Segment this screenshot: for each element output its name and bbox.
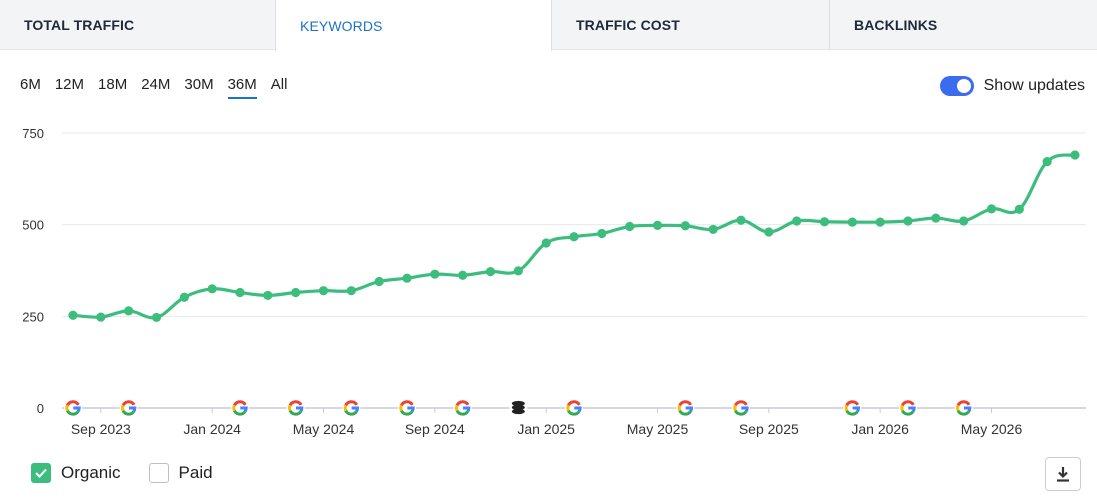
google-update-icon[interactable] <box>565 399 583 417</box>
data-point <box>374 276 384 287</box>
show-updates-label: Show updates <box>983 77 1085 94</box>
data-point <box>179 292 189 302</box>
download-button[interactable] <box>1045 457 1081 491</box>
google-update-icon[interactable] <box>286 399 305 417</box>
download-icon <box>1057 467 1069 482</box>
x-tick-label: Sep 2024 <box>405 421 465 437</box>
data-point <box>430 269 440 279</box>
data-point <box>402 273 412 283</box>
keywords-line-chart: 0 250 500 750 Sep 2023 Jan 2024 May 2024 Sep 20… <box>22 126 1086 437</box>
data-point <box>986 204 997 214</box>
google-update-icon[interactable] <box>899 399 917 417</box>
google-update-icon[interactable] <box>843 399 862 417</box>
data-point <box>875 217 885 227</box>
google-update-icon[interactable] <box>732 399 750 417</box>
y-tick-label: 500 <box>22 218 44 233</box>
range-36m[interactable]: 36M <box>227 76 257 99</box>
paid-checkbox[interactable] <box>148 463 169 483</box>
range-24m[interactable]: 24M <box>141 76 171 93</box>
google-update-icon[interactable] <box>954 399 973 417</box>
data-point <box>708 224 718 235</box>
metric-tabs: TOTAL TRAFFIC KEYWORDS TRAFFIC COST BACK… <box>0 0 1097 51</box>
check-icon <box>35 468 47 478</box>
x-tick-label: May 2026 <box>961 421 1023 437</box>
x-tick-label: Jan 2025 <box>517 421 575 437</box>
x-tick-label: May 2025 <box>627 421 689 437</box>
data-point <box>1014 204 1024 214</box>
organic-checkbox[interactable] <box>31 463 51 483</box>
data-point <box>1070 150 1080 160</box>
range-all[interactable]: All <box>270 76 288 93</box>
google-update-icon[interactable] <box>64 399 82 417</box>
data-point <box>124 306 134 316</box>
data-point <box>764 227 774 237</box>
data-point <box>569 232 579 242</box>
x-tick-label: Jan 2026 <box>851 421 909 437</box>
google-update-icon[interactable] <box>119 399 138 417</box>
tab-label: KEYWORDS <box>300 17 383 34</box>
y-tick-label: 750 <box>22 126 44 141</box>
data-point <box>96 312 106 322</box>
data-point <box>819 217 830 227</box>
data-point <box>625 221 635 232</box>
tab-total-traffic[interactable]: TOTAL TRAFFIC <box>0 0 275 50</box>
x-tick-label: Sep 2025 <box>739 421 799 437</box>
x-tick-label: May 2024 <box>293 421 355 437</box>
data-point <box>458 270 468 280</box>
chart-legend: Organic Paid <box>31 463 241 483</box>
x-tick-label: Jan 2024 <box>183 421 241 437</box>
data-point <box>318 286 329 296</box>
tab-keywords[interactable]: KEYWORDS <box>275 0 552 51</box>
range-selector: 6M 12M 18M 24M 30M 36M All <box>20 76 301 99</box>
range-30m[interactable]: 30M <box>184 76 214 93</box>
range-6m[interactable]: 6M <box>20 76 41 93</box>
data-point <box>903 216 913 226</box>
data-point <box>680 221 690 231</box>
tab-traffic-cost[interactable]: TRAFFIC COST <box>552 0 829 50</box>
tab-label: BACKLINKS <box>854 17 938 33</box>
show-updates-toggle[interactable] <box>939 76 974 96</box>
x-tick-label: Sep 2023 <box>71 421 131 437</box>
data-point <box>235 287 245 298</box>
data-point <box>541 238 551 248</box>
y-tick-label: 0 <box>37 401 44 416</box>
paid-label: Paid <box>178 463 213 482</box>
data-point <box>597 228 607 239</box>
tab-label: TRAFFIC COST <box>576 17 680 33</box>
database-update-icon[interactable] <box>509 399 528 417</box>
tab-label: TOTAL TRAFFIC <box>24 17 135 33</box>
data-point <box>263 290 273 301</box>
y-tick-label: 250 <box>22 309 44 324</box>
google-update-icon[interactable] <box>398 399 416 417</box>
google-update-icon[interactable] <box>342 399 361 417</box>
data-point <box>652 220 663 230</box>
data-point <box>207 284 217 294</box>
data-point <box>485 267 496 277</box>
data-point <box>792 216 802 226</box>
data-point <box>291 287 301 298</box>
data-point <box>68 310 78 320</box>
google-update-icon[interactable] <box>676 399 695 417</box>
data-point <box>1042 157 1052 167</box>
data-point <box>151 312 162 323</box>
data-point <box>959 216 969 226</box>
google-update-icon[interactable] <box>231 399 249 417</box>
data-point <box>931 213 941 223</box>
data-point <box>513 266 523 276</box>
range-18m[interactable]: 18M <box>98 76 128 93</box>
data-point <box>736 215 746 225</box>
organic-label: Organic <box>61 463 121 482</box>
toggle-knob <box>956 79 971 93</box>
tab-backlinks[interactable]: BACKLINKS <box>829 0 1097 50</box>
range-12m[interactable]: 12M <box>54 76 85 93</box>
google-update-icon[interactable] <box>453 399 472 417</box>
data-point <box>847 217 857 227</box>
show-updates-control: Show updates <box>939 76 1085 96</box>
data-point <box>346 286 356 296</box>
